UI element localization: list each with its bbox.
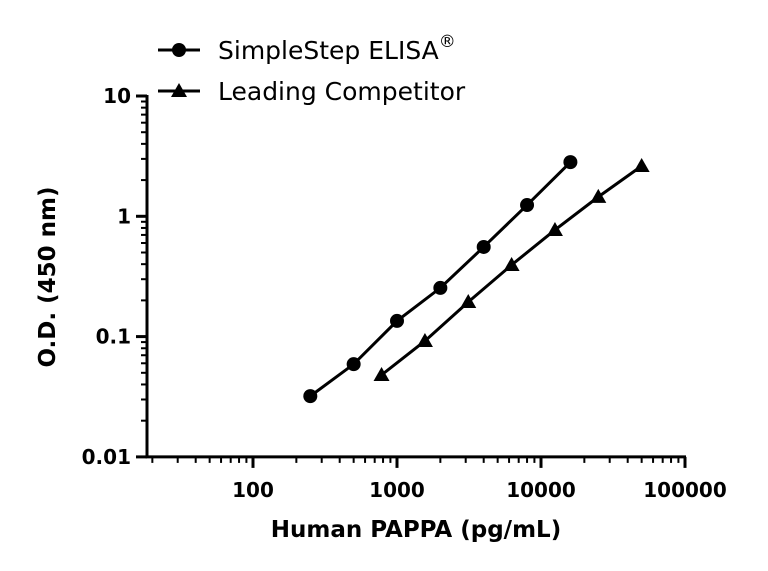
y-axis-title: O.D. (450 nm) <box>35 186 61 367</box>
y-tick-label: 0.1 <box>96 325 131 349</box>
data-point <box>433 280 448 295</box>
data-point <box>633 157 650 172</box>
axes: 0.01 0.1 1 10 100 1000 10000 100000 <box>82 84 727 502</box>
data-point <box>563 155 578 170</box>
legend: SimpleStep ELISA® Leading Competitor <box>158 32 466 106</box>
legend-label-competitor: Leading Competitor <box>218 77 466 106</box>
data-point <box>373 366 390 381</box>
x-tick-label: 10000 <box>506 478 576 502</box>
y-tick-label: 10 <box>103 84 131 108</box>
x-axis-title: Human PAPPA (pg/mL) <box>271 517 561 543</box>
x-tick-label: 1000 <box>369 478 425 502</box>
data-point <box>390 313 404 328</box>
data-point <box>346 357 361 372</box>
data-point <box>590 188 607 203</box>
y-tick-label: 1 <box>117 204 131 228</box>
data-point <box>460 293 477 308</box>
data-point <box>546 221 563 236</box>
x-tick-label: 100000 <box>643 478 727 502</box>
circle-marker-icon <box>172 43 186 57</box>
data-point <box>416 332 433 347</box>
triangle-marker-icon <box>171 83 187 97</box>
legend-item-competitor: Leading Competitor <box>158 77 466 106</box>
data-point <box>476 239 491 254</box>
legend-item-simplestep: SimpleStep ELISA® <box>158 32 456 65</box>
data-point <box>520 198 535 213</box>
data-point <box>503 256 520 271</box>
legend-label-simplestep: SimpleStep ELISA® <box>218 32 456 65</box>
data-point <box>303 389 318 404</box>
data-series <box>303 155 650 404</box>
series-simplestep <box>303 155 578 404</box>
x-tick-label: 100 <box>232 478 274 502</box>
series-competitor <box>373 157 650 381</box>
y-tick-label: 0.01 <box>82 445 131 469</box>
